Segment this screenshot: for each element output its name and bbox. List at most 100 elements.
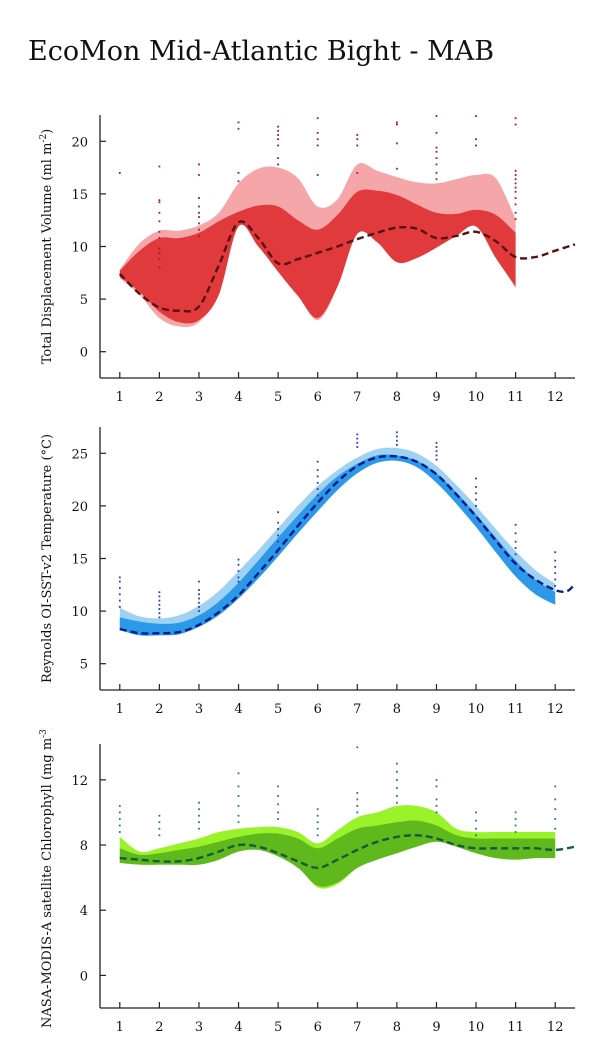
chlorophyll-x-tick-label: 7 <box>353 1020 361 1035</box>
temperature-obs-point <box>118 580 121 583</box>
displacement-obs-point <box>356 134 359 136</box>
displacement-obs-point <box>435 132 438 134</box>
temperature-obs-point <box>554 551 557 554</box>
temperature-obs-point <box>514 553 517 556</box>
displacement-obs-point <box>435 178 438 181</box>
temperature-obs-point <box>158 616 161 619</box>
temperature-obs-point <box>356 446 359 448</box>
temperature-obs-point <box>158 603 161 606</box>
displacement-obs-point <box>514 197 517 199</box>
chlorophyll-obs-point <box>118 805 121 807</box>
chlorophyll-x-tick-label: 1 <box>116 1020 124 1035</box>
temperature-obs-point <box>554 559 557 562</box>
chlorophyll-obs-point <box>198 808 200 811</box>
temperature-obs-point <box>158 591 161 594</box>
displacement-obs-point <box>435 172 438 174</box>
chlorophyll-obs-point <box>158 814 161 817</box>
temperature-obs-point <box>554 578 557 581</box>
displacement-obs-point <box>198 205 200 208</box>
temperature-obs-point <box>435 441 438 444</box>
displacement-obs-point <box>158 251 161 254</box>
chlorophyll-obs-point <box>118 818 121 820</box>
displacement-x-tick-label: 12 <box>547 390 564 405</box>
displacement-obs-point <box>237 180 240 183</box>
displacement-obs-point <box>158 230 161 233</box>
displacement-obs-point <box>435 146 438 149</box>
chlorophyll-obs-point <box>514 824 517 827</box>
displacement-obs-point <box>158 201 161 204</box>
temperature-obs-point <box>277 521 279 524</box>
chlorophyll-obs-point <box>158 821 161 824</box>
displacement-y-tick-label: 10 <box>71 241 88 256</box>
displacement-obs-point <box>158 165 161 168</box>
displacement-obs-point <box>475 138 477 141</box>
displacement-obs-point <box>356 144 359 147</box>
chlorophyll-obs-point <box>514 831 517 833</box>
temperature-y-tick-label: 20 <box>71 500 88 515</box>
temperature-obs-point <box>118 576 121 579</box>
chlorophyll-obs-point <box>356 798 359 801</box>
temperature-obs-point <box>514 547 517 549</box>
displacement-obs-point <box>158 247 161 250</box>
temperature-obs-point <box>158 595 161 598</box>
displacement-obs-point <box>198 163 200 166</box>
displacement-obs-point <box>435 157 438 159</box>
displacement-y-tick-label: 15 <box>71 188 88 203</box>
temperature-x-tick-label: 2 <box>155 702 163 717</box>
displacement-obs-point <box>277 157 279 159</box>
chlorophyll-obs-point <box>435 798 438 801</box>
temperature-mean-line <box>119 454 576 635</box>
temperature-x-tick-label: 4 <box>234 702 242 717</box>
chlorophyll-y-tick-label: 12 <box>71 774 88 789</box>
chlorophyll-x-tick-label: 6 <box>314 1020 322 1035</box>
displacement-x-tick-label: 7 <box>353 390 361 405</box>
temperature-obs-point <box>237 570 240 572</box>
temperature-obs-point <box>316 469 319 471</box>
displacement-x-tick-label: 1 <box>116 390 124 405</box>
temperature-obs-point <box>514 532 517 535</box>
displacement-obs-point <box>396 121 398 124</box>
chlorophyll-obs-point <box>396 795 398 797</box>
temperature-obs-point <box>554 566 557 568</box>
displacement-x-tick-label: 4 <box>234 390 242 405</box>
temperature-obs-point <box>514 540 517 543</box>
displacement-obs-point <box>514 169 517 172</box>
displacement-x-tick-label: 6 <box>314 390 322 405</box>
temperature-obs-point <box>118 587 121 589</box>
displacement-obs-point <box>475 115 477 117</box>
displacement-obs-point <box>198 216 200 218</box>
chlorophyll-obs-point <box>475 819 477 822</box>
displacement-obs-point <box>396 167 398 170</box>
chlorophyll-obs-point <box>356 792 359 794</box>
chlorophyll-obs-point <box>277 785 279 788</box>
temperature-obs-point <box>237 580 240 583</box>
temperature-obs-point <box>475 498 477 501</box>
chlorophyll-x-tick-label: 11 <box>507 1020 524 1035</box>
chlorophyll-obs-point <box>554 798 557 801</box>
displacement-x-tick-label: 5 <box>274 390 282 405</box>
displacement-obs-point <box>237 121 240 124</box>
displacement-obs-point <box>277 163 279 166</box>
displacement-obs-point <box>514 174 517 176</box>
chlorophyll-obs-point <box>514 818 517 820</box>
temperature-obs-point <box>435 450 438 453</box>
displacement-obs-point <box>158 237 161 239</box>
temperature-obs-point <box>277 528 279 530</box>
chlorophyll-obs-point <box>396 762 398 765</box>
temperature-obs-point <box>198 610 200 612</box>
chlorophyll-y-axis-label: NASA-MODIS-A satellite Chlorophyll (mg m… <box>39 728 55 1028</box>
chlorophyll-obs-point <box>554 785 557 788</box>
chlorophyll-obs-point <box>237 795 240 797</box>
chlorophyll-obs-point <box>277 803 279 806</box>
chlorophyll-mean-line <box>119 834 576 870</box>
displacement-obs-point <box>198 222 200 225</box>
temperature-x-tick-label: 11 <box>507 702 524 717</box>
chlorophyll-obs-point <box>198 814 200 817</box>
temperature-obs-point <box>158 599 161 602</box>
temperature-obs-point <box>435 454 438 457</box>
displacement-obs-point <box>158 258 161 260</box>
chlorophyll-y-tick-label: 0 <box>80 969 88 984</box>
chlorophyll-obs-point <box>158 834 161 837</box>
